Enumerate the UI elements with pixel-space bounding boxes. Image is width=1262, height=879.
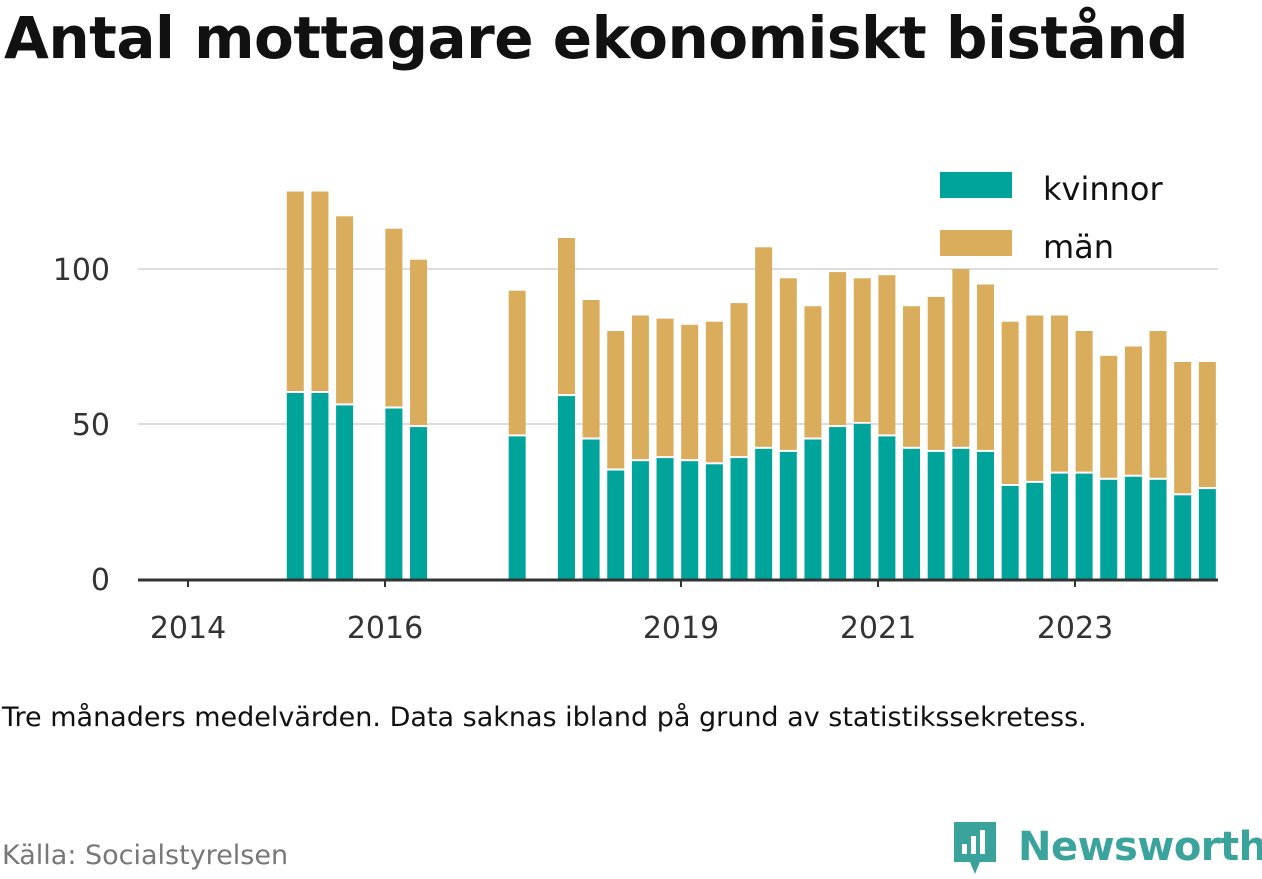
x-tick-label: 2016 — [347, 611, 423, 646]
bar-kvinnor — [1149, 479, 1167, 579]
bar-man — [311, 191, 329, 391]
bar-man — [1026, 315, 1044, 481]
bar-kvinnor — [755, 448, 773, 579]
bar-kvinnor — [631, 461, 649, 579]
bar-kvinnor — [681, 461, 699, 579]
bar-man — [1198, 362, 1216, 488]
bar-kvinnor — [656, 458, 674, 579]
bar-man — [410, 259, 428, 426]
bar-man — [927, 296, 945, 450]
bar-kvinnor — [508, 436, 526, 579]
x-tick-label: 2021 — [840, 611, 916, 646]
y-tick-label: 0 — [91, 563, 110, 598]
chart-note: Tre månaders medelvärden. Data saknas ib… — [2, 702, 1087, 733]
x-tick-label: 2014 — [150, 611, 226, 646]
newsworthy-icon — [954, 822, 996, 874]
chart-title: Antal mottagare ekonomiskt bistånd — [4, 4, 1189, 72]
bars — [286, 191, 1216, 579]
bar-kvinnor — [311, 393, 329, 579]
bar-kvinnor — [286, 393, 304, 579]
bar-kvinnor — [853, 424, 871, 579]
bar-kvinnor — [927, 451, 945, 579]
bar-kvinnor — [385, 408, 403, 579]
bar-kvinnor — [1001, 486, 1019, 579]
bar-kvinnor — [1050, 473, 1068, 579]
bar-kvinnor — [779, 451, 797, 579]
bar-man — [1149, 331, 1167, 478]
bar-kvinnor — [582, 439, 600, 579]
bar-kvinnor — [804, 439, 822, 579]
bar-man — [878, 275, 896, 435]
bar-man — [977, 284, 994, 450]
legend-swatch-man — [940, 230, 1012, 256]
bar-kvinnor — [1198, 489, 1216, 579]
x-tick-label: 2019 — [643, 611, 719, 646]
bar-man — [829, 272, 847, 426]
legend-label-man: män — [1043, 228, 1114, 266]
bar-kvinnor — [1124, 476, 1142, 579]
y-tick-label: 100 — [53, 253, 110, 288]
bar-man — [1075, 331, 1093, 472]
bar-kvinnor — [1174, 495, 1192, 579]
y-tick-label: 50 — [72, 408, 110, 443]
bar-kvinnor — [336, 405, 354, 579]
bar-man — [607, 331, 625, 469]
bar-kvinnor — [829, 427, 847, 579]
bar-man — [1124, 346, 1142, 475]
bar-man — [557, 238, 575, 395]
bar-man — [336, 216, 354, 404]
bar-kvinnor — [705, 464, 723, 579]
bar-kvinnor — [878, 436, 896, 579]
bar-man — [681, 324, 699, 460]
bar-kvinnor — [1075, 473, 1093, 579]
bar-man — [1050, 315, 1068, 472]
bar-man — [508, 290, 526, 435]
bar-kvinnor — [410, 427, 428, 579]
bar-kvinnor — [1100, 479, 1118, 579]
bar-man — [952, 269, 970, 447]
bar-man — [804, 306, 822, 438]
legend-swatch-kvinnor — [940, 172, 1012, 198]
bar-man — [1100, 355, 1118, 478]
bar-man — [705, 321, 723, 463]
bar-kvinnor — [977, 451, 994, 579]
bar-man — [730, 303, 748, 457]
brand-name: Newsworthy — [1018, 824, 1262, 870]
bar-man — [903, 306, 921, 447]
bar-kvinnor — [952, 448, 970, 579]
bar-man — [1174, 362, 1192, 494]
bar-man — [582, 300, 600, 438]
newsworthy-logo: Newsworthy — [950, 818, 1262, 876]
bar-man — [656, 318, 674, 457]
bar-kvinnor — [607, 470, 625, 579]
bar-kvinnor — [903, 448, 921, 579]
bar-kvinnor — [1026, 482, 1044, 579]
source-credit: Källa: Socialstyrelsen — [2, 840, 289, 871]
axes: 0 50 100 2014 2016 2019 2021 2023 — [53, 253, 1218, 646]
bar-man — [286, 191, 304, 391]
legend-label-kvinnor: kvinnor — [1043, 170, 1164, 208]
bar-man — [779, 278, 797, 450]
stacked-bar-chart: 0 50 100 2014 2016 2019 2021 2023 kvinnor män — [53, 170, 1218, 646]
x-tick-label: 2023 — [1037, 611, 1113, 646]
bar-man — [755, 247, 773, 447]
bar-man — [1001, 321, 1019, 484]
bar-kvinnor — [557, 396, 575, 579]
legend: kvinnor män — [940, 170, 1164, 266]
bar-man — [385, 228, 403, 407]
bar-kvinnor — [730, 458, 748, 579]
bar-man — [631, 315, 649, 460]
bar-man — [853, 278, 871, 422]
